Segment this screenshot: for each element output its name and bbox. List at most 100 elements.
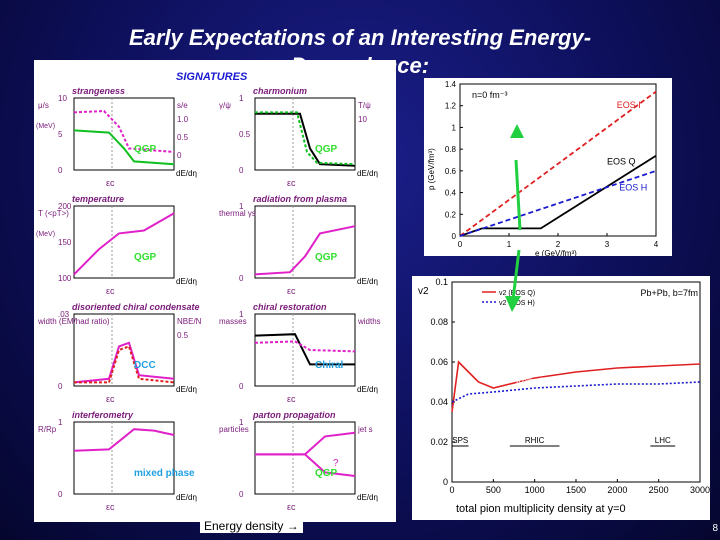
signature-ylabel2: s/e [177,101,188,110]
signature-ylabel2: jet s [357,425,373,434]
signature-curve [255,453,356,477]
signature-curve [255,431,356,456]
v2-region-label: LHC [655,436,671,445]
signature-region: QGP [315,144,338,155]
y-tick-label: 0.2 [445,210,457,219]
signature-title: chiral restoration [253,302,327,312]
signature-xlabel: dE/dη [176,493,197,502]
signature-plot-6: interferometry R/Rp1 0 εc dE/dη mixed phase [38,410,197,512]
signature-title: temperature [72,194,124,204]
y-tick-label: 0.6 [445,167,457,176]
signature-ylabel2: NBE/N [177,317,202,326]
signature-title: charmonium [253,86,307,96]
signature-xlabel: dE/dη [176,277,197,286]
signature-title: disoriented chiral condensate [72,302,200,312]
signature-ylabel2: widths [357,317,381,326]
signature-ylabel: width (EM/had ratio) [37,317,110,326]
slide-title-line1: Early Expectations of an Interesting Ene… [128,25,592,50]
signature-xmark: εc [106,394,115,404]
x-tick-label: 4 [654,240,659,249]
eos-chart: 0 1 2 3 4 0 0.2 0.4 0.6 0.8 1 1.2 1.4 n=0 fm⁻³ e (GeV/… [427,80,659,258]
x-tick-label: 2 [556,240,561,249]
signature-curve [73,129,175,166]
signature-xmark: εc [287,286,296,296]
signature-axes [73,97,175,171]
signature-xmark: εc [106,286,115,296]
signature-xlabel: dE/dη [176,169,197,178]
signature-axes [73,421,175,495]
signature-ytick: 1 [239,202,244,211]
signature-ytick: 0 [58,382,63,391]
signature-xmark: εc [287,178,296,188]
energy-density-footer: Energy density → [200,519,303,533]
eos-xlabel: e (GeV/fm³) [535,249,577,256]
eos-annotation: n=0 fm⁻³ [472,90,508,100]
v2-ylabel: v2 [418,286,429,297]
signature-ytick: 1 [58,418,63,427]
signature-ytick: 0 [239,166,244,175]
x-tick-label: 3 [605,240,610,249]
v2-region-label: RHIC [525,436,545,445]
x-tick-label: 500 [486,485,501,495]
y-tick-label: 0.8 [445,145,457,154]
y-tick-label: 1.2 [445,102,457,111]
signature-axes [73,313,175,387]
series-line [451,381,701,403]
signatures-header: SIGNATURES [176,71,248,83]
signature-curve [255,111,356,166]
page-number: 8 [712,523,718,534]
y-tick-label: 0.02 [430,437,448,447]
signature-curve [254,333,355,366]
signature-region: QGP [315,252,338,263]
signature-xmark: εc [106,178,115,188]
signature-yunit: (MeV) [36,231,55,238]
x-tick-label: 2500 [649,485,669,495]
v2-xlabel: total pion multiplicity density at y=0 [456,503,626,515]
y-tick-label: 1.4 [445,80,457,89]
right-arrow-icon: → [286,519,299,533]
signature-ytick: 1 [239,310,244,319]
signature-xlabel: dE/dη [357,277,378,286]
signature-title: interferometry [72,410,134,420]
signature-yunit: (MeV) [36,123,55,130]
x-tick-label: 2000 [607,485,627,495]
eos-series-label: EOS Q [607,156,636,166]
signature-region: QGP [134,144,157,155]
v2-legend-label: v2 (EOS Q) [499,290,535,297]
signature-ytick2: 0.5 [177,133,189,142]
signature-ytick: 5 [58,130,63,139]
signature-region: QGP [134,252,157,263]
eos-ylabel: p (GeV/fm³) [427,148,436,190]
signature-region: QGP [315,468,338,479]
signature-plot-0: strangeness μ/s (MeV) 10 5 0 s/e 1.0 0.5 0 εc dE/dη… [36,86,197,188]
signature-xlabel: dE/dη [357,169,378,178]
signature-ytick: 0 [58,166,63,175]
y-tick-label: 1 [452,123,457,132]
y-tick-label: 0.4 [445,189,457,198]
eos-series-label: EOS H [619,182,647,192]
signature-ytick: .03 [58,310,70,319]
signature-extra: ? [333,458,339,469]
signature-ytick: 0.5 [239,130,251,139]
signature-ylabel: μ/s [38,101,49,110]
eos-chart-panel: 0 1 2 3 4 0 0.2 0.4 0.6 0.8 1 1.2 1.4 n=0 fm⁻³ e (GeV/… [424,78,672,258]
signature-xmark: εc [106,502,115,512]
x-tick-label: 1000 [525,485,545,495]
signature-ytick: 0 [239,382,244,391]
signature-ytick2: 0.5 [177,331,189,340]
signature-ytick: 150 [58,238,72,247]
reference-text: Kolb, Sollfrank, Heinz, PRC 62 (2000) [516,376,577,408]
signature-axes [254,313,356,387]
signature-ytick: 10 [58,94,67,103]
signature-ylabel: T (<pT>) [38,209,69,218]
signature-title: strangeness [72,86,125,96]
signature-xlabel: dE/dη [357,493,378,502]
signature-ytick: 200 [58,202,72,211]
signatures-figure: SIGNATURES strangenessμ/s(MeV)1050s/e1.0… [36,71,381,535]
signature-ytick: 0 [239,490,244,499]
signature-axes [254,421,356,495]
signature-ytick: 0 [58,490,63,499]
